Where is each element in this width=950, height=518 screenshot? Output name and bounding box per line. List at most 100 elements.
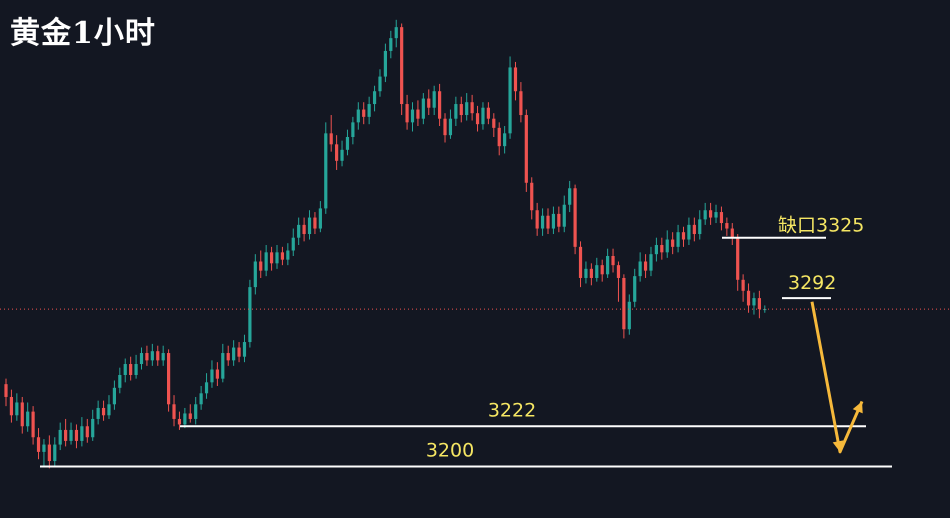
candle — [660, 237, 664, 260]
candle — [69, 422, 73, 445]
candle-body — [297, 224, 301, 238]
level-3200: 3200 — [40, 440, 892, 468]
candle-body — [416, 109, 420, 119]
candle-body — [660, 245, 664, 253]
candle — [654, 237, 658, 262]
candle — [470, 94, 474, 121]
candle — [118, 367, 122, 394]
candle — [307, 210, 312, 240]
candle — [161, 345, 165, 366]
candle — [9, 389, 14, 423]
candle — [31, 406, 35, 445]
candle — [134, 354, 138, 379]
candle — [616, 261, 621, 302]
candle-body — [335, 144, 339, 161]
candle — [80, 417, 84, 447]
candle-body — [237, 347, 241, 357]
candle-body — [107, 404, 111, 416]
candle — [719, 206, 724, 231]
candle-body — [302, 224, 306, 235]
candle — [746, 283, 751, 313]
candle-body — [687, 224, 691, 240]
candle-body — [150, 351, 154, 361]
candle-body — [85, 426, 89, 438]
candle-body — [443, 118, 447, 136]
candle — [692, 217, 696, 242]
candle — [329, 115, 333, 152]
candle-body — [313, 217, 317, 229]
candle-body — [427, 98, 431, 108]
candle-body — [161, 353, 165, 361]
candle — [389, 30, 393, 59]
candle — [188, 404, 192, 423]
candle-body — [513, 67, 518, 92]
candle — [573, 184, 577, 255]
candle-body — [698, 219, 702, 235]
candle-body — [9, 396, 14, 416]
candle-body — [475, 113, 480, 125]
candle-body — [573, 188, 577, 247]
candle — [400, 23, 404, 116]
candle — [416, 100, 420, 127]
candle — [486, 102, 490, 125]
candle-body — [638, 261, 642, 277]
candle-body — [248, 287, 252, 343]
candle — [671, 232, 675, 255]
candle-body — [129, 364, 133, 375]
candle-body — [611, 256, 615, 266]
candle — [562, 195, 566, 233]
candle-body — [530, 182, 534, 211]
candle-body — [600, 265, 604, 275]
candle — [367, 96, 371, 125]
candle-body — [226, 353, 230, 361]
level-label: 3200 — [426, 440, 474, 462]
candle — [611, 248, 615, 273]
level-label: 3222 — [488, 399, 536, 421]
candle-body — [15, 402, 19, 416]
candle — [101, 400, 106, 421]
candle — [177, 411, 182, 430]
candle — [481, 102, 485, 130]
candle — [74, 424, 79, 449]
candle-body — [210, 369, 214, 383]
candle — [530, 177, 534, 220]
candle-body — [486, 107, 490, 119]
candle-body — [622, 277, 626, 330]
candle — [253, 254, 257, 295]
candle-body — [356, 109, 360, 123]
candle — [465, 93, 469, 121]
candle — [606, 248, 610, 278]
candle — [150, 343, 154, 366]
candle-body — [524, 115, 528, 183]
level-3325: 缺口3325 — [722, 215, 864, 239]
candle — [145, 345, 149, 366]
candle — [204, 373, 209, 399]
candle — [286, 243, 290, 266]
candle-body — [421, 98, 425, 119]
candle-body — [438, 91, 442, 119]
candles-layer — [4, 19, 767, 469]
candle-body — [69, 429, 73, 441]
candle-body — [74, 429, 79, 441]
candle-body — [232, 347, 236, 361]
candle-body — [649, 254, 653, 271]
candle — [649, 246, 653, 277]
candle-body — [492, 118, 496, 128]
candle-body — [714, 212, 718, 218]
candle — [752, 292, 756, 315]
candle-body — [134, 364, 138, 375]
candle — [226, 345, 230, 366]
candle — [725, 217, 729, 236]
candle — [557, 206, 561, 233]
candle-body — [665, 239, 669, 253]
candle — [503, 126, 507, 154]
candle-body — [156, 351, 160, 361]
candle — [36, 428, 41, 460]
candle-body — [681, 232, 686, 240]
candle — [242, 334, 247, 363]
candle-body — [372, 91, 377, 105]
candle-body — [616, 265, 621, 278]
candle-body — [42, 444, 46, 452]
candle-body — [736, 237, 740, 280]
candle-body — [221, 353, 225, 379]
